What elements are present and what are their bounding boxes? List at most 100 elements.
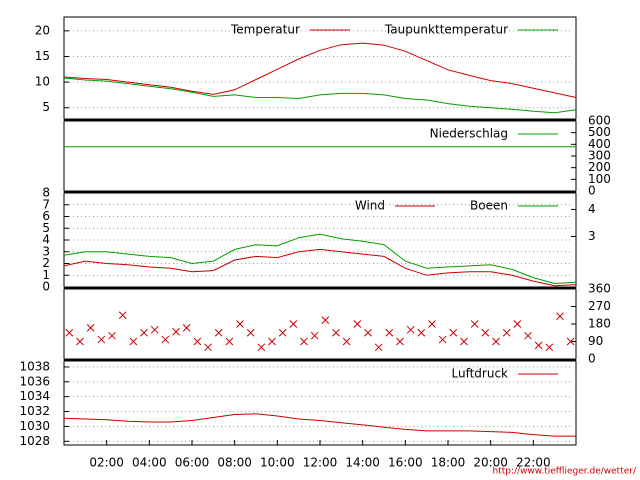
y2-tick-label: 270 <box>588 299 611 313</box>
point <box>108 331 116 340</box>
point <box>129 337 138 346</box>
point <box>364 328 372 337</box>
y2-tick-label: 200 <box>588 160 611 174</box>
point <box>534 341 543 350</box>
y-tick-label: 7 <box>42 197 50 211</box>
y-tick-label: 0 <box>42 280 50 294</box>
y-tick-label: 3 <box>42 244 50 258</box>
point <box>204 343 212 352</box>
x-tick-label: 06:00 <box>175 456 210 470</box>
y2-tick-label: 0 <box>588 352 596 366</box>
y2-tick-label: 0 <box>588 184 596 198</box>
x-tick-label: 12:00 <box>303 456 338 470</box>
y2-tick-label: 4 <box>588 202 596 216</box>
y-tick-label: 1032 <box>19 404 50 418</box>
point <box>289 320 298 328</box>
x-tick-label: 14:00 <box>345 456 380 470</box>
point <box>182 324 191 332</box>
point <box>513 320 522 328</box>
point <box>406 325 415 334</box>
point <box>449 328 458 337</box>
legend-label: Luftdruck <box>451 367 508 381</box>
legend-label: Wind <box>355 199 385 213</box>
y-tick-label: 8 <box>42 186 50 200</box>
point <box>342 337 351 346</box>
x-tick-label: 04:00 <box>132 456 167 470</box>
legend-label: Taupunkttemperatur <box>384 23 508 37</box>
y-tick-label: 6 <box>42 209 50 223</box>
point <box>97 335 106 344</box>
point <box>246 328 255 337</box>
point <box>470 320 479 328</box>
series-line <box>63 233 577 285</box>
point <box>556 312 564 321</box>
point <box>438 335 447 344</box>
point <box>300 337 308 346</box>
y2-tick-label: 100 <box>588 172 611 186</box>
point <box>374 343 383 352</box>
y-tick-label: 1030 <box>19 419 50 433</box>
point <box>417 328 426 337</box>
point <box>268 337 276 346</box>
point <box>428 320 436 328</box>
point <box>310 331 319 340</box>
footer-link: http://www.tiefflieger.de/wetter/ <box>493 467 637 477</box>
y2-tick-label: 500 <box>588 125 611 139</box>
point <box>332 328 340 337</box>
point <box>278 328 287 337</box>
y-tick-label: 1036 <box>19 374 50 388</box>
x-tick-label: 08:00 <box>217 456 252 470</box>
point <box>236 320 244 328</box>
legend-label: Boeen <box>470 199 508 213</box>
series-line <box>63 77 577 114</box>
point <box>172 327 180 336</box>
point <box>502 328 511 337</box>
point <box>140 328 148 337</box>
point <box>257 343 266 352</box>
point <box>76 337 84 346</box>
point <box>396 337 404 346</box>
series-line <box>63 248 577 287</box>
y-tick-label: 4 <box>42 233 50 247</box>
y-tick-label: 2 <box>42 256 50 270</box>
point <box>566 337 575 346</box>
point <box>193 337 202 346</box>
point <box>86 324 95 332</box>
legend-label: Niederschlag <box>430 127 508 141</box>
y-tick-label: 15 <box>35 49 50 63</box>
x-tick-label: 16:00 <box>388 456 423 470</box>
point <box>492 337 500 346</box>
point <box>65 328 74 337</box>
series-line <box>63 42 577 98</box>
x-tick-label: 18:00 <box>431 456 466 470</box>
y-tick-label: 5 <box>42 100 50 114</box>
y2-tick-label: 300 <box>588 149 611 163</box>
y-tick-label: 1 <box>42 268 50 282</box>
point <box>161 335 170 344</box>
point <box>150 325 159 334</box>
panel-frame <box>63 288 577 360</box>
point <box>481 328 490 337</box>
y-tick-label: 5 <box>42 221 50 235</box>
y-tick-label: 10 <box>35 75 50 89</box>
legend-label: Temperatur <box>230 23 300 37</box>
point <box>460 337 468 346</box>
point <box>214 328 223 337</box>
point <box>321 316 330 324</box>
y-tick-label: 1034 <box>19 389 50 403</box>
x-tick-label: 22:00 <box>516 456 551 470</box>
y2-tick-label: 360 <box>588 282 611 296</box>
series-line <box>63 413 576 437</box>
x-tick-label: 20:00 <box>473 456 508 470</box>
y2-tick-label: 600 <box>588 114 611 128</box>
point <box>225 337 234 346</box>
y2-tick-label: 3 <box>588 229 596 243</box>
y-tick-label: 1028 <box>19 434 50 448</box>
y2-tick-label: 90 <box>588 334 603 348</box>
x-tick-label: 02:00 <box>89 456 124 470</box>
point <box>353 320 362 328</box>
x-tick-label: 10:00 <box>260 456 295 470</box>
point <box>545 343 554 352</box>
y2-tick-label: 180 <box>588 317 611 331</box>
